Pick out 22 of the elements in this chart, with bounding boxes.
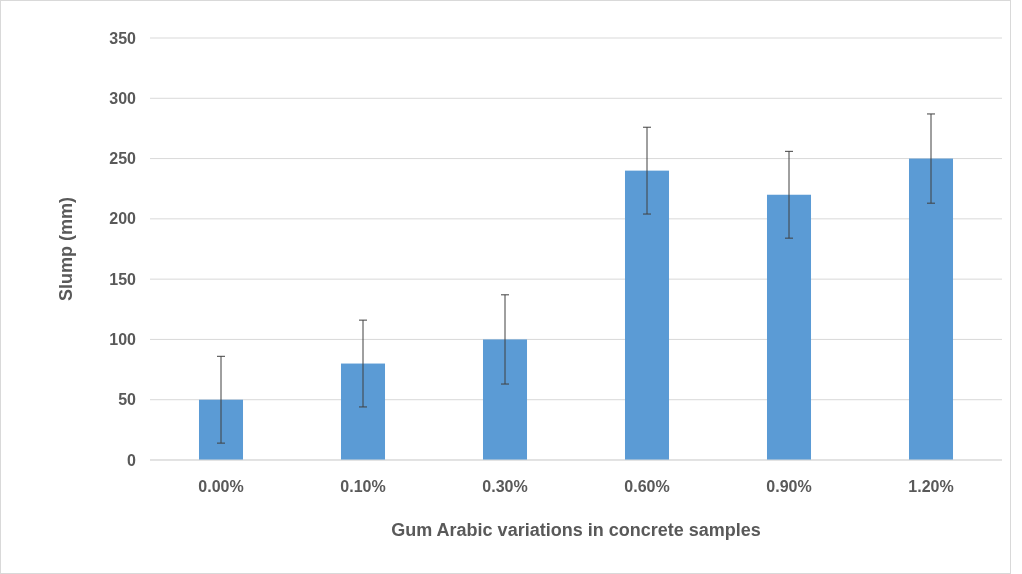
y-tick-label: 300 <box>109 89 137 107</box>
bar <box>908 158 954 460</box>
bar <box>198 399 244 460</box>
bar <box>340 363 386 460</box>
bar <box>624 170 670 460</box>
x-tick-label: 0.00% <box>198 478 244 495</box>
x-tick-label: 1.20% <box>908 478 954 495</box>
y-tick-label: 0 <box>127 451 137 469</box>
bar <box>766 194 812 460</box>
bar <box>482 339 528 460</box>
x-axis-title: Gum Arabic variations in concrete samples <box>391 520 761 540</box>
y-tick-label: 100 <box>109 331 137 349</box>
y-tick-label: 50 <box>118 391 137 409</box>
x-tick-label: 0.30% <box>482 478 528 495</box>
y-axis-title: Slump (mm) <box>56 196 76 302</box>
x-tick-label: 0.10% <box>340 478 386 495</box>
y-tick-label: 250 <box>109 150 137 168</box>
x-tick-label: 0.60% <box>624 478 670 495</box>
y-tick-label: 350 <box>109 29 137 47</box>
x-tick-label: 0.90% <box>766 478 812 495</box>
y-tick-label: 150 <box>109 270 137 288</box>
y-tick-label: 200 <box>109 210 137 228</box>
